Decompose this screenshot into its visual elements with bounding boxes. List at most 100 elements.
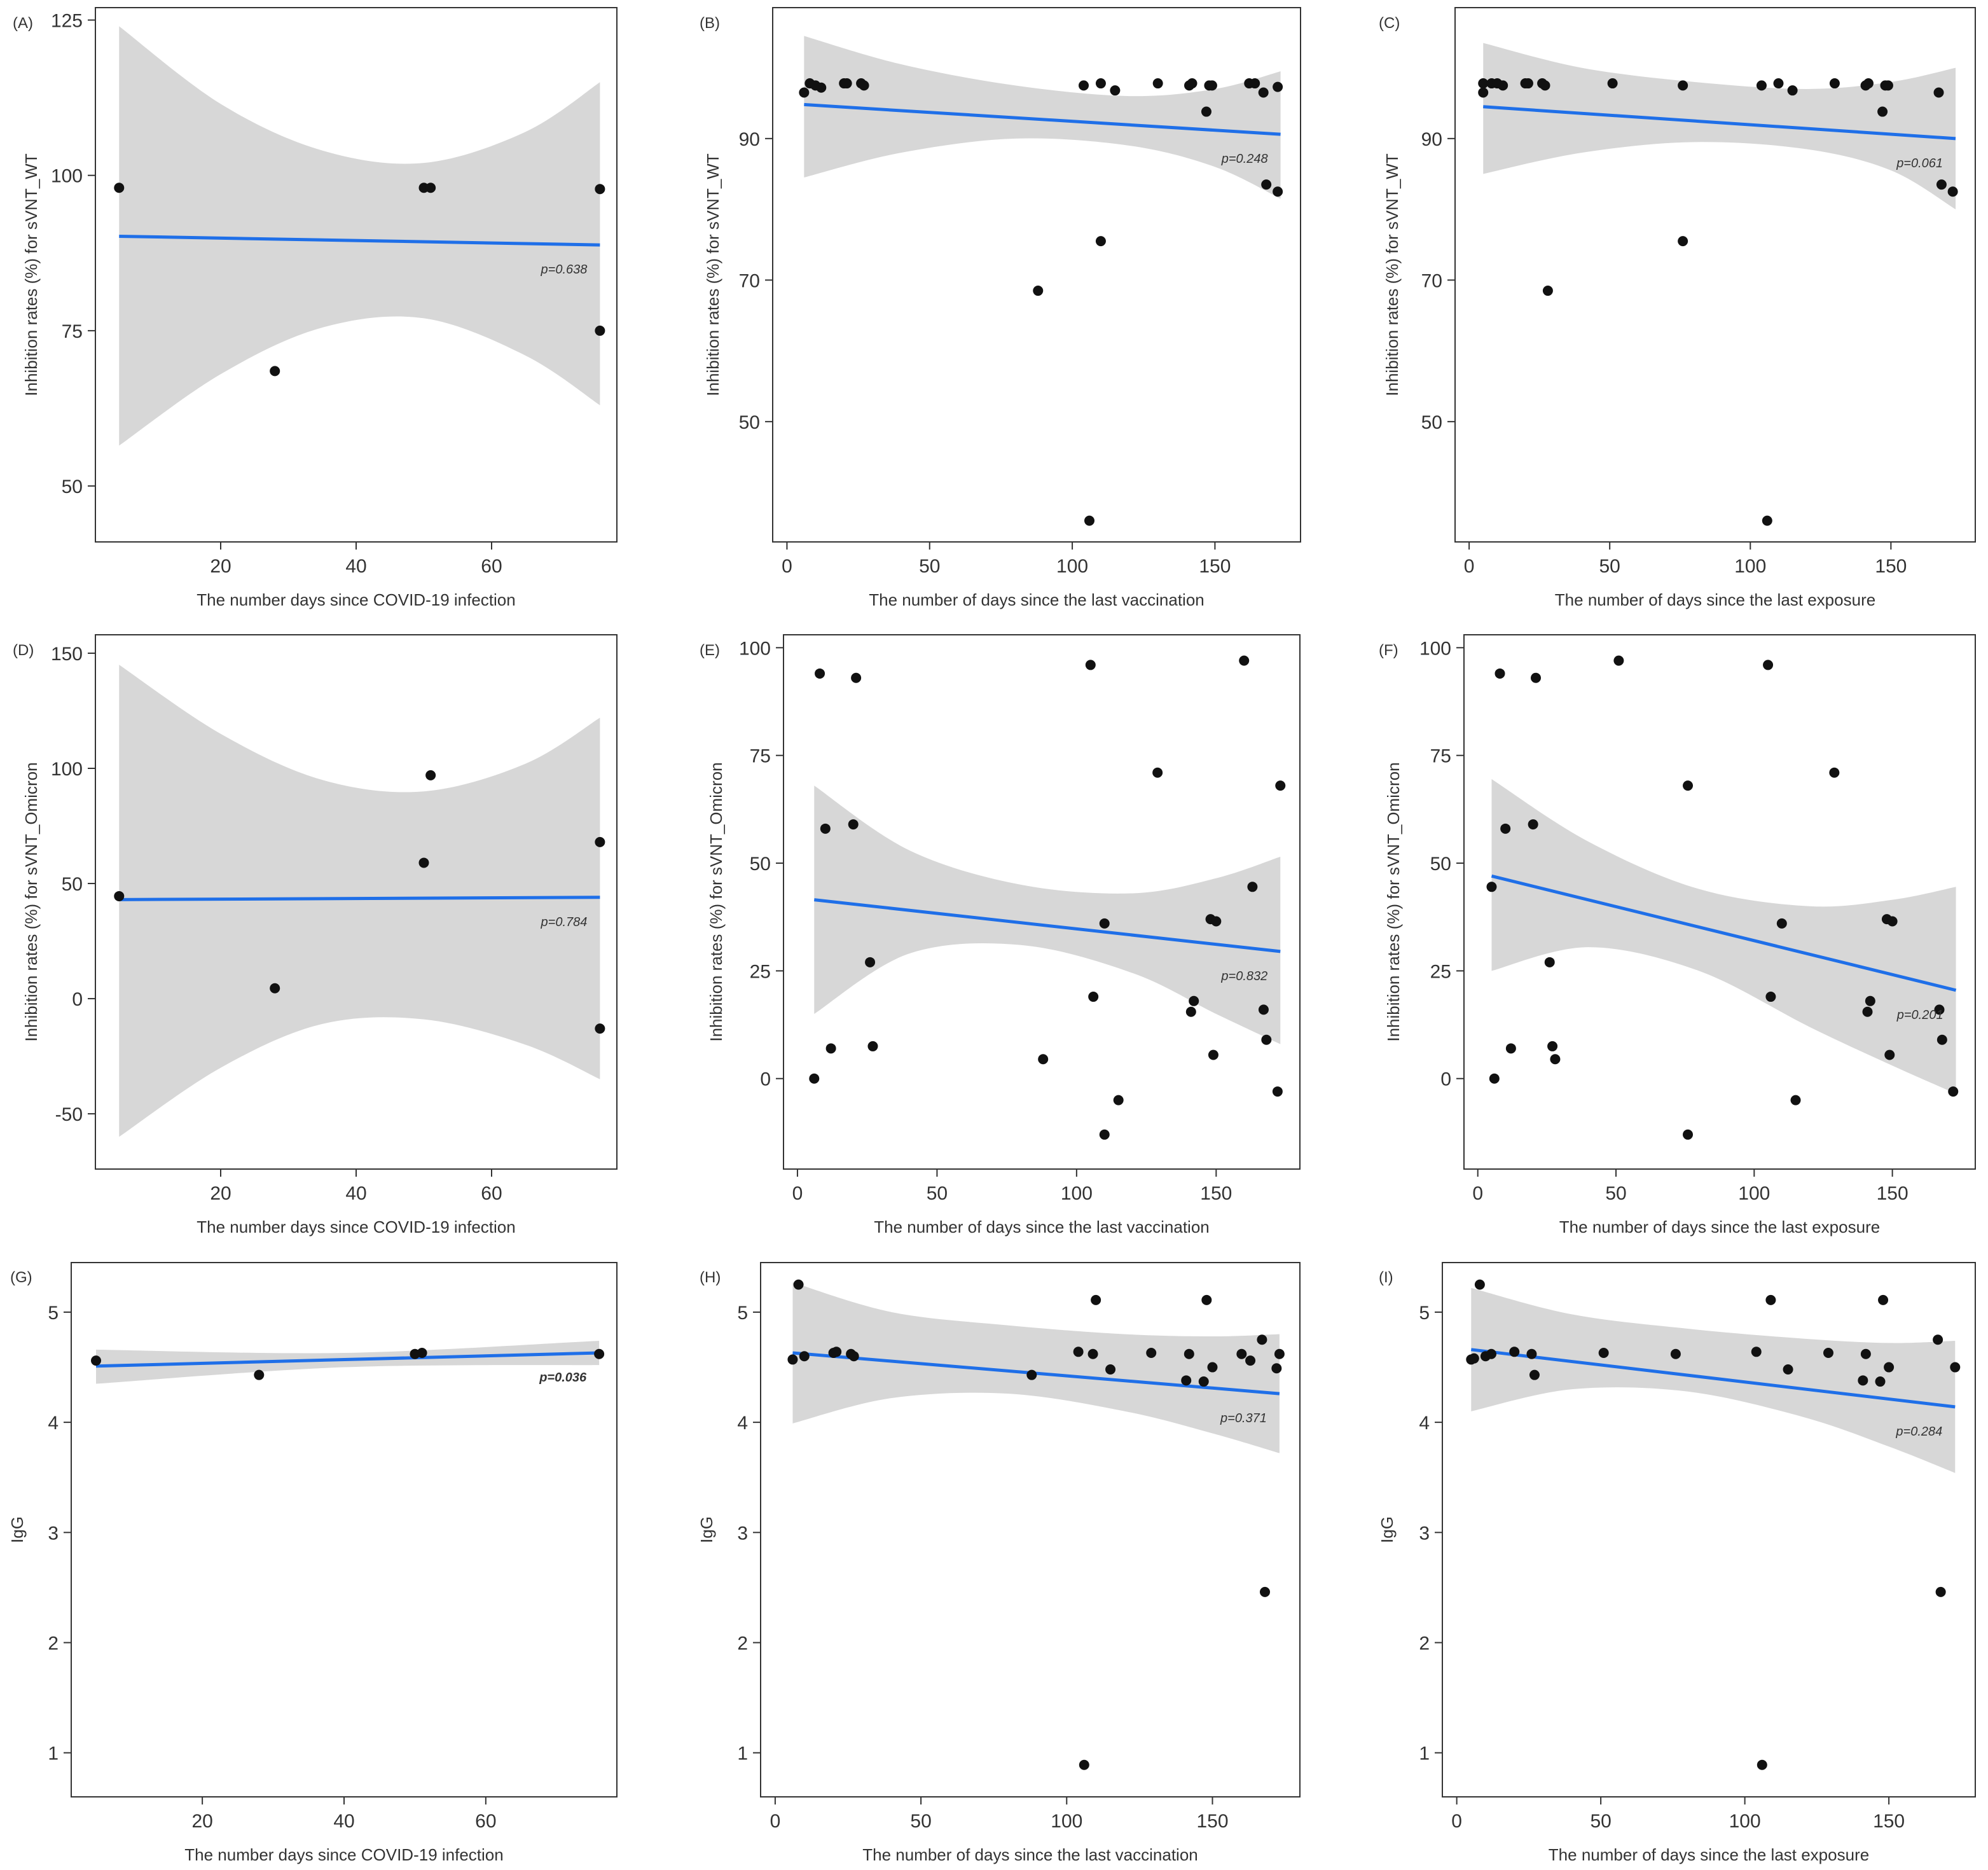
y-tick-label: 2: [48, 1633, 59, 1654]
data-point: [1757, 1759, 1767, 1770]
x-tick-label: 150: [1877, 1183, 1909, 1204]
y-axis-title: IgG: [697, 1516, 716, 1543]
p-value-label: p=0.248: [1221, 152, 1268, 166]
data-point: [1208, 1049, 1218, 1060]
data-point: [1258, 1004, 1269, 1015]
data-point: [1261, 1034, 1272, 1045]
x-tick-label: 0: [1451, 1811, 1462, 1832]
plot-border: [1463, 634, 1976, 1170]
data-point: [1478, 87, 1489, 98]
panel-c: 0 50 100 150 50 70 90 p=0.061 (C) The number of d…: [1379, 7, 1976, 609]
data-point: [1823, 1348, 1833, 1359]
data-point: [1084, 515, 1094, 526]
data-point: [1185, 1006, 1196, 1017]
data-point: [1258, 87, 1269, 98]
y-tick-label: 5: [48, 1303, 59, 1324]
y-tick-label: 50: [1421, 412, 1442, 433]
data-point: [1239, 655, 1250, 666]
y-tick-label: 3: [737, 1523, 748, 1544]
data-point: [1765, 1294, 1776, 1305]
data-point: [1773, 78, 1784, 89]
panel-e: 0 50 100 150 0 25 50 75 100 p=0.832 (E) The number …: [700, 634, 1301, 1236]
data-point: [1528, 819, 1538, 830]
x-axis-title: The number of days since the last vaccin…: [869, 590, 1205, 609]
y-tick-label: 100: [51, 166, 83, 187]
data-point: [1542, 286, 1553, 296]
data-point: [270, 366, 280, 377]
data-point: [820, 823, 831, 834]
data-point: [1113, 1095, 1124, 1105]
p-value-label: p=0.832: [1220, 969, 1267, 983]
data-point: [1033, 286, 1044, 296]
panel-label: (E): [700, 642, 720, 659]
data-point: [809, 1073, 820, 1084]
x-axis-title: The number of days since the last exposu…: [1549, 1845, 1869, 1864]
data-point: [787, 1354, 798, 1365]
x-tick-label: 50: [910, 1811, 931, 1832]
data-point: [1860, 1348, 1871, 1359]
x-tick-label: 0: [770, 1811, 781, 1832]
data-point: [1038, 1054, 1049, 1065]
data-point: [1875, 1376, 1886, 1387]
data-point: [1613, 655, 1624, 666]
y-tick-label: 3: [1419, 1523, 1430, 1544]
data-point: [1272, 1086, 1283, 1097]
data-point: [1498, 80, 1508, 91]
data-point: [841, 78, 852, 89]
data-point: [825, 1043, 836, 1054]
panel-label: (H): [700, 1269, 721, 1286]
data-point: [848, 819, 859, 830]
x-axis-title: The number days since COVID-19 infection: [197, 1217, 515, 1236]
y-tick-label: 25: [750, 961, 771, 982]
x-tick-label: 100: [1734, 556, 1766, 577]
regression-line: [804, 102, 1281, 136]
y-tick-label: 2: [737, 1633, 748, 1654]
confidence-band: [1491, 779, 1956, 1094]
data-point: [1152, 78, 1163, 89]
data-point: [1678, 80, 1688, 91]
y-tick-label: 1: [737, 1743, 748, 1764]
y-tick-label: 3: [48, 1523, 59, 1544]
y-tick-label: 75: [750, 746, 771, 767]
panel-label: (I): [1379, 1269, 1393, 1286]
y-tick-label: 90: [1421, 129, 1442, 150]
data-point: [1095, 78, 1106, 89]
y-tick-label: 75: [1430, 746, 1451, 767]
x-tick-label: 40: [333, 1811, 354, 1832]
x-tick-label: 60: [481, 556, 502, 577]
regression-line: [119, 896, 600, 901]
y-tick-label: 2: [1419, 1633, 1430, 1654]
data-point: [1683, 780, 1694, 791]
y-axis-title: Inhibition rates (%) for sVNT_WT: [703, 153, 722, 396]
confidence-band: [119, 665, 600, 1137]
data-point: [1152, 767, 1163, 778]
panel-label: (C): [1379, 15, 1400, 32]
data-point: [1544, 957, 1555, 967]
data-point: [799, 87, 810, 98]
p-value-label: p=0.201: [1896, 1008, 1943, 1022]
data-point: [1257, 1334, 1267, 1345]
data-point: [1189, 995, 1199, 1006]
data-point: [418, 857, 429, 868]
data-point: [1950, 1362, 1961, 1373]
y-tick-label: 150: [51, 644, 83, 665]
data-point: [1933, 87, 1944, 98]
data-point: [1550, 1054, 1561, 1065]
data-point: [595, 184, 605, 195]
y-tick-label: 5: [1419, 1303, 1430, 1324]
y-axis-title: IgG: [8, 1516, 27, 1543]
x-tick-label: 60: [481, 1183, 502, 1204]
confidence-band: [814, 786, 1281, 1044]
y-tick-label: 1: [48, 1743, 59, 1764]
plot-border: [1442, 1262, 1976, 1797]
data-point: [1505, 1043, 1516, 1054]
data-point: [1936, 179, 1947, 190]
x-axis-title: The number of days since the last vaccin…: [862, 1845, 1198, 1864]
panel-label: (B): [700, 15, 720, 32]
data-point: [1829, 78, 1840, 89]
data-point: [1751, 1347, 1762, 1357]
y-tick-label: 0: [760, 1069, 771, 1090]
data-point: [270, 983, 280, 994]
data-point: [1105, 1364, 1116, 1375]
